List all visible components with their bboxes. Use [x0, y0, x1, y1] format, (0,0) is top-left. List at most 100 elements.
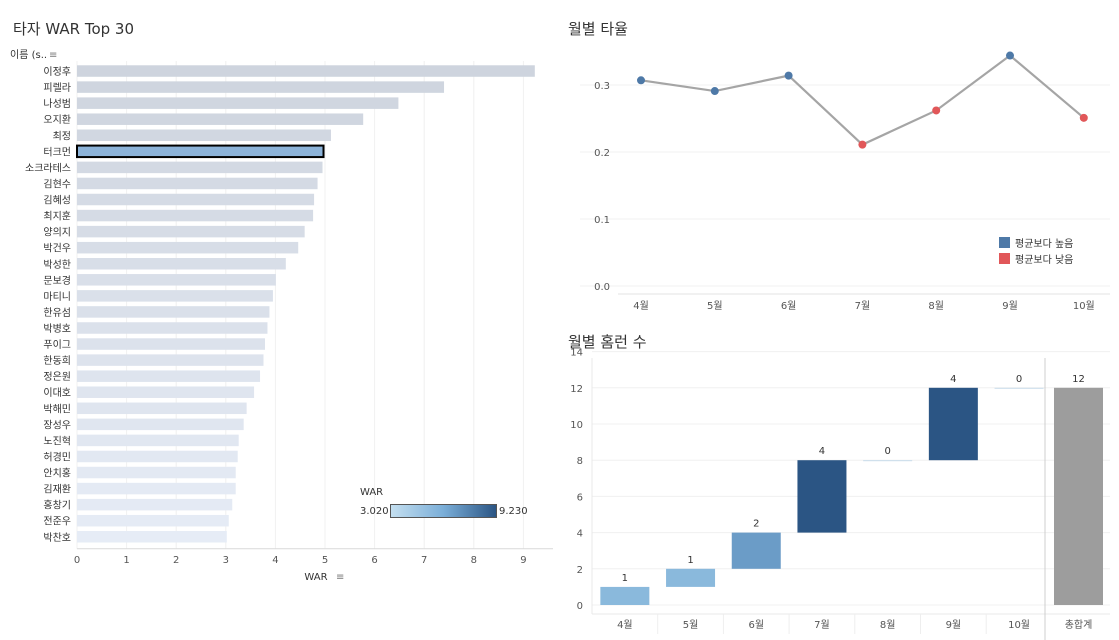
player-name-label: 김혜성 [43, 195, 71, 207]
player-name-label: 오지환 [43, 114, 71, 126]
legend-label-above: 평균보다 높음 [1015, 238, 1074, 250]
legend-item-below[interactable]: 평균보다 낮음 [999, 250, 1073, 266]
player-name-label: 안치홍 [43, 467, 71, 480]
war-bar [77, 434, 239, 447]
player-name-label: 노진혁 [43, 435, 71, 447]
x-tick-label: 5월 [683, 619, 699, 631]
player-name-label: 나성범 [43, 98, 71, 110]
war-bar [77, 338, 265, 350]
player-name-label: 정은원 [43, 371, 71, 383]
war-bar [77, 306, 270, 318]
y-tick-label: 0 [577, 601, 583, 612]
war-bar [77, 97, 399, 109]
y-tick-label: 8 [577, 456, 583, 467]
player-name-label: 박건우 [43, 243, 71, 255]
y-tick-label: 6 [577, 492, 583, 503]
player-name-label: 피렐라 [43, 81, 71, 94]
avg-point [858, 140, 867, 149]
war-bar [77, 531, 227, 543]
x-tick-label: 6 [371, 555, 377, 566]
color-legend-title: WAR [360, 487, 384, 498]
war-bar [77, 370, 261, 382]
grand-total-label: 총합계 [1065, 619, 1093, 631]
war-bar [77, 193, 315, 206]
sort-icon: ≡ [336, 572, 344, 583]
waterfall-bar [600, 586, 650, 605]
y-tick-label: 2 [577, 565, 583, 576]
x-tick-label: 8월 [928, 300, 944, 312]
y-tick-label: 0.0 [594, 282, 610, 293]
war-bar [77, 514, 229, 527]
monthly-homerun-waterfall-chart: 0 2 4 6 8 10 12 14 1 4월 1 5월 2 6월 4 7월 0 8월 4 9월 0 10월 12 총합계 [570, 348, 1110, 640]
x-tick-label: 9월 [1002, 300, 1018, 312]
x-tick-label: 3 [223, 555, 229, 566]
avg-point [1079, 113, 1088, 122]
war-bar [77, 498, 233, 511]
y-tick-label: 0.2 [594, 148, 610, 159]
war-bar [77, 274, 276, 286]
bar-value-label: 1 [622, 573, 628, 584]
legend-swatch-below [999, 252, 1010, 264]
war-bar [77, 258, 286, 270]
player-name-label: 최지훈 [43, 210, 71, 223]
player-name-label: 장성우 [43, 419, 71, 431]
x-tick-label: 10월 [1008, 619, 1030, 631]
y-header: 이름 (s.. [10, 49, 47, 61]
homerun-title: 월별 홈런 수 [568, 333, 647, 351]
x-tick-label: 8 [471, 555, 477, 566]
player-name-label: 푸이그 [43, 339, 71, 351]
avg-legend: 평균보다 높음 평균보다 낮음 [999, 234, 1073, 266]
waterfall-bar [666, 568, 716, 587]
x-tick-label: 1 [123, 555, 129, 566]
color-legend-max: 9.230 [499, 506, 528, 517]
war-bar-chart: 0 1 2 3 4 5 6 7 8 9이름 (s.. ≡WAR ≡이정후피렐라나성범오지환최정터크먼소… [10, 49, 553, 583]
war-bar [76, 144, 325, 159]
war-bar [77, 402, 247, 415]
x-tick-label: 10월 [1073, 300, 1095, 312]
war-bar [77, 322, 268, 334]
player-name-label: 박해민 [43, 402, 71, 415]
grand-total-bar [1054, 387, 1103, 605]
x-tick-label: 5월 [707, 300, 723, 312]
monthly-batting-average-chart: 0.0 0.1 0.2 0.3 4월 5월 6월 7월 8월 9월 10월 [580, 51, 1110, 312]
x-axis-label: WAR [304, 572, 327, 583]
x-tick-label: 4 [272, 555, 278, 566]
player-name-label: 한동희 [43, 355, 71, 367]
war-chart-title: 타자 WAR Top 30 [13, 20, 134, 38]
war-bar [77, 354, 264, 366]
y-tick-label: 0.1 [594, 215, 610, 226]
y-tick-label: 4 [577, 529, 583, 540]
player-name-label: 허경민 [43, 450, 71, 463]
war-bar [77, 482, 236, 495]
x-tick-label: 7월 [814, 619, 830, 631]
x-tick-label: 6월 [748, 619, 764, 631]
player-name-label: 전준우 [43, 516, 71, 528]
legend-item-above[interactable]: 평균보다 높음 [999, 234, 1073, 250]
player-name-label: 최정 [53, 130, 71, 142]
player-name-label: 박성한 [43, 259, 71, 271]
color-legend-min: 3.020 [360, 506, 389, 517]
sort-icon: ≡ [49, 50, 57, 61]
avg-point [710, 87, 719, 96]
war-bar [77, 386, 255, 398]
grand-total-value-label: 12 [1072, 374, 1085, 385]
war-bar [77, 450, 238, 463]
war-bar [77, 209, 314, 222]
war-bar [77, 225, 305, 238]
avg-point [1006, 51, 1014, 60]
waterfall-bar [928, 387, 978, 461]
war-bar [77, 129, 331, 142]
legend-swatch-above [999, 236, 1010, 248]
bar-value-label: 2 [753, 519, 759, 530]
player-name-label: 홍창기 [43, 499, 71, 512]
player-name-label: 김재환 [43, 484, 71, 496]
war-bar [77, 113, 364, 125]
x-tick-label: 4월 [633, 300, 649, 312]
war-bar [77, 161, 323, 174]
y-tick-label: 10 [570, 420, 583, 431]
color-legend-gradient [390, 504, 497, 518]
player-name-label: 김현수 [43, 178, 71, 190]
waterfall-bar [797, 460, 847, 533]
war-color-legend: WAR 3.020 9.230 [360, 487, 530, 527]
player-name-label: 터크먼 [43, 146, 71, 158]
